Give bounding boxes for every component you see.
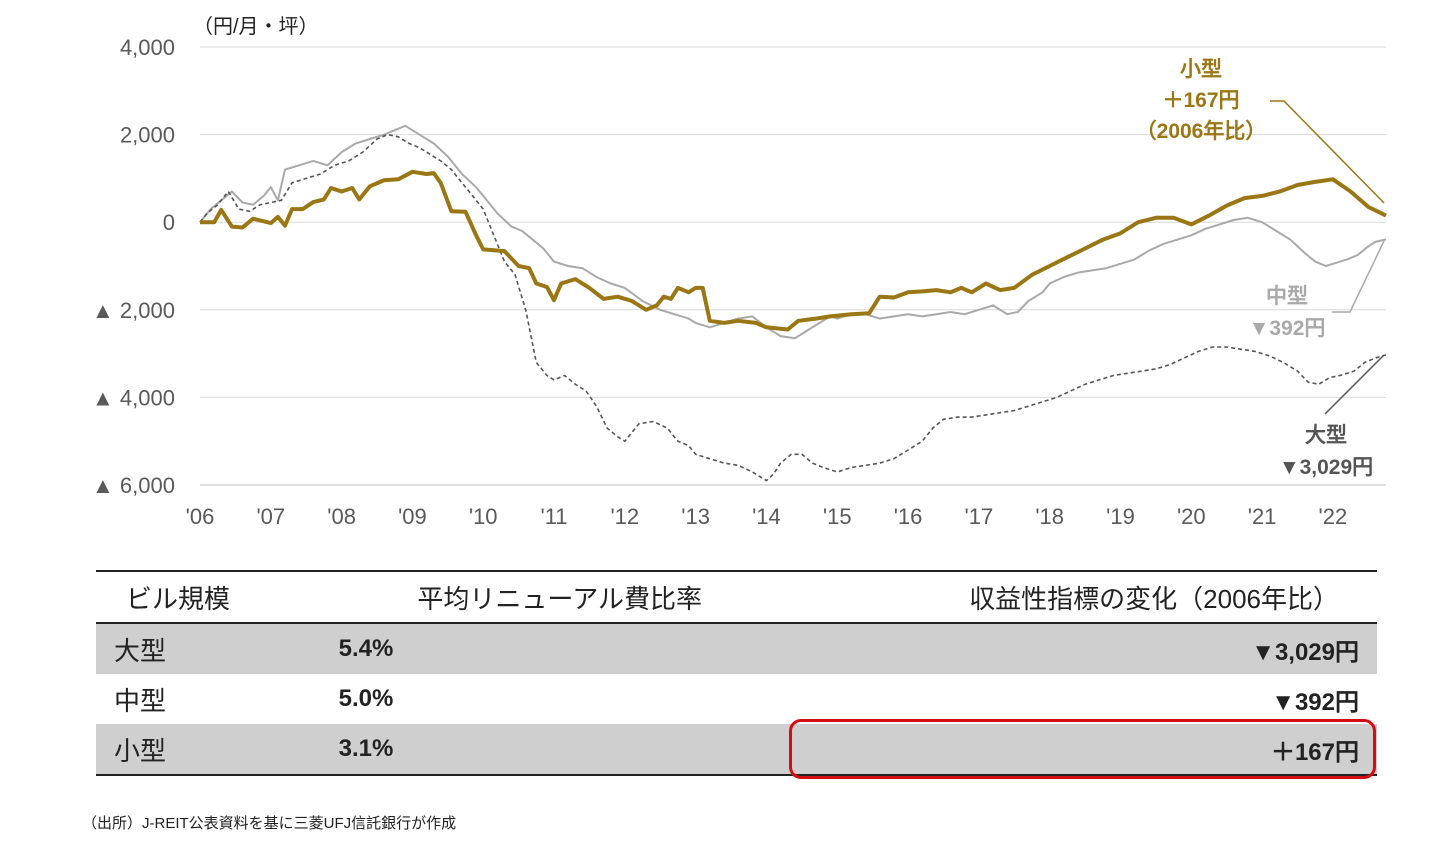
header-building-scale: ビル規模 [96,570,252,624]
y-tick-label: ▲ 4,000 [92,385,175,410]
row-change: ＋167円 [867,724,1377,776]
table-row-small: 小型 3.1% ＋167円 [96,724,1377,776]
row-scale: 大型 [96,623,252,674]
x-tick-label: '10 [469,504,498,529]
annotation-large-leader [1324,354,1385,415]
y-tick-label: 2,000 [120,123,175,148]
y-tick-label: 4,000 [120,35,175,60]
row-change: ▼3,029円 [867,623,1377,674]
grid-lines [200,46,1386,486]
annotation-small-line-3: （2006年比） [1136,119,1267,143]
x-tick-label: '22 [1319,504,1348,529]
y-axis-ticks: 4,000 2,000 0 ▲ 2,000 ▲ 4,000 ▲ 6,000 [92,35,175,498]
x-tick-label: '16 [894,504,923,529]
x-tick-label: '18 [1035,504,1064,529]
x-tick-label: '09 [398,504,427,529]
summary-table: ビル規模 平均リニューアル費比率 収益性指標の変化（2006年比） 大型 5.4… [96,570,1377,776]
x-axis-ticks: '06 '07 '08 '09 '10 '11 '12 '13 '14 '15 '16 '17 '18 '… [186,504,1348,529]
series-line-small [200,169,1387,332]
x-tick-label: '13 [681,504,710,529]
table-row-large: 大型 5.4% ▼3,029円 [96,623,1377,674]
table-row-medium: 中型 5.0% ▼392円 [96,674,1377,724]
series-line-medium [199,124,1387,340]
x-tick-label: '19 [1106,504,1135,529]
x-tick-label: '14 [752,504,781,529]
header-profitability-change: 収益性指標の変化（2006年比） [867,570,1377,624]
annotation-large-line-1: 大型 [1305,424,1347,447]
y-axis-unit-label: （円/月・坪） [193,15,319,38]
annotation-small-line-2: ＋167円 [1162,89,1239,112]
x-tick-label: '17 [965,504,994,529]
annotation-medium: 中型 ▼392円 [1249,240,1385,340]
annotation-large-line-2: ▼3,029円 [1279,456,1373,479]
annotation-small: 小型 ＋167円 （2006年比） [1136,58,1385,204]
row-ratio: 3.1% [251,724,868,776]
x-tick-label: '20 [1177,504,1206,529]
header-renewal-ratio: 平均リニューアル費比率 [251,570,868,624]
y-tick-label: 0 [163,210,175,235]
series-lines [199,124,1387,482]
annotation-medium-leader [1332,240,1385,313]
series-line-large [199,133,1387,482]
row-scale: 小型 [96,724,252,776]
line-chart: （円/月・坪） 4,000 2,000 0 ▲ 2,000 ▲ 4,000 ▲ 6,000… [92,15,1387,529]
row-ratio: 5.4% [251,623,868,674]
y-tick-label: ▲ 6,000 [92,473,175,498]
y-tick-label: ▲ 2,000 [92,298,175,323]
source-note: （出所）J-REIT公表資料を基に三菱UFJ信託銀行が作成 [82,815,457,832]
x-tick-label: '11 [541,504,568,529]
annotation-small-leader [1270,100,1385,204]
x-tick-label: '08 [327,504,356,529]
x-tick-label: '06 [186,504,215,529]
annotation-large: 大型 ▼3,029円 [1279,354,1385,479]
row-change: ▼392円 [1271,688,1359,716]
x-tick-label: '21 [1248,504,1277,529]
table-header-row: ビル規模 平均リニューアル費比率 収益性指標の変化（2006年比） [96,570,1377,624]
annotation-medium-line-1: 中型 [1266,285,1308,308]
x-tick-label: '15 [823,504,852,529]
row-ratio: 5.0% [338,685,394,712]
row-scale: 中型 [114,685,167,716]
x-tick-label: '12 [610,504,639,529]
x-tick-label: '07 [256,504,285,529]
annotation-medium-line-2: ▼392円 [1249,317,1326,340]
highlight-box [789,719,1376,779]
annotation-small-line-1: 小型 [1180,58,1222,81]
